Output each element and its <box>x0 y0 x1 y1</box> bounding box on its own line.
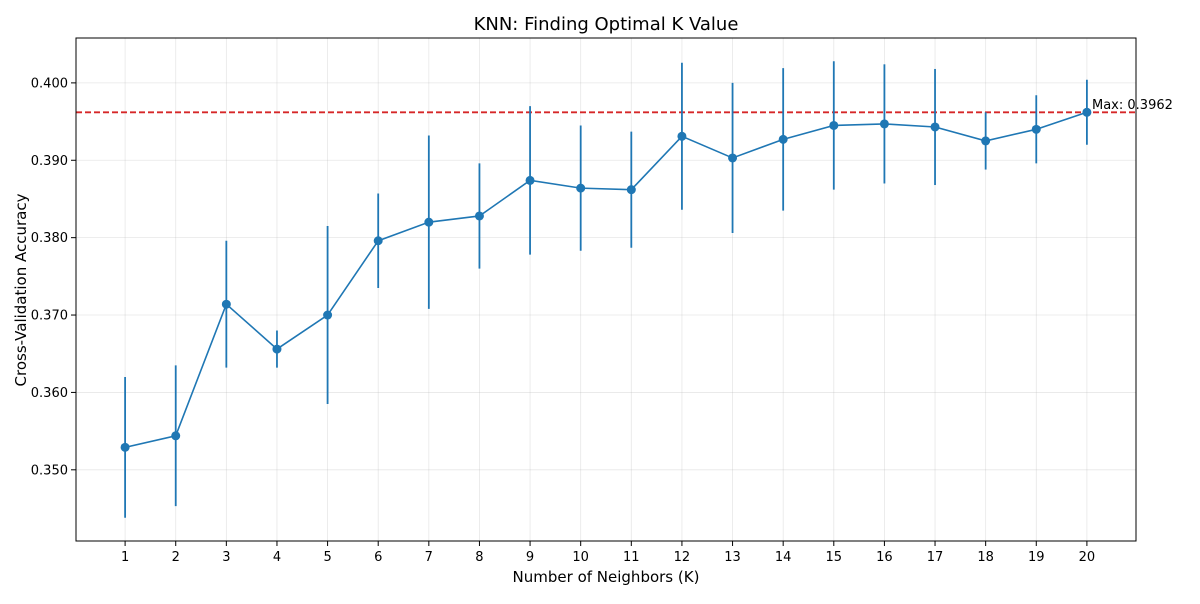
y-tick-label: 0.370 <box>31 309 68 324</box>
x-tick-label: 16 <box>876 550 893 565</box>
grid-layer <box>76 38 1136 541</box>
data-point <box>930 122 940 132</box>
x-tick-label: 15 <box>826 550 843 565</box>
data-point <box>1031 124 1041 134</box>
series-line-layer <box>124 111 1088 449</box>
x-tick-label: 2 <box>172 550 180 565</box>
x-tick-label: 8 <box>475 550 483 565</box>
x-tick-label: 20 <box>1079 550 1096 565</box>
data-point <box>829 120 839 130</box>
accuracy-line <box>124 111 1088 449</box>
data-point <box>1082 107 1092 117</box>
data-point <box>576 183 586 193</box>
x-tick-label: 3 <box>222 550 230 565</box>
data-point <box>120 442 130 452</box>
data-point <box>221 299 231 309</box>
x-tick-label: 4 <box>273 550 281 565</box>
data-point <box>626 185 636 195</box>
x-tick-label: 17 <box>927 550 944 565</box>
data-point <box>373 236 383 246</box>
data-point <box>525 175 535 185</box>
data-point <box>474 211 484 221</box>
x-tick-label: 1 <box>121 550 129 565</box>
data-point-layer <box>120 107 1092 452</box>
x-tick-label: 19 <box>1028 550 1045 565</box>
y-tick-label: 0.350 <box>31 463 68 478</box>
x-tick-label: 18 <box>977 550 994 565</box>
y-axis-label: Cross-Validation Accuracy <box>12 193 30 386</box>
data-point <box>677 131 687 141</box>
data-point <box>879 119 889 129</box>
x-tick-label: 14 <box>775 550 792 565</box>
x-tick-label: 13 <box>724 550 741 565</box>
y-tick-label: 0.390 <box>31 154 68 169</box>
data-point <box>981 136 991 146</box>
data-point <box>424 217 434 227</box>
x-tick-layer: 1 2 3 4 5 6 7 8 9 10 11 12 13 14 15 16 17 18 19 20 <box>121 541 1095 565</box>
data-point <box>272 344 282 354</box>
x-tick-label: 6 <box>374 550 382 565</box>
y-tick-layer: 0.350 0.360 0.370 0.380 0.390 0.400 <box>31 76 76 478</box>
x-tick-label: 7 <box>425 550 433 565</box>
x-tick-label: 11 <box>623 550 640 565</box>
data-point <box>728 153 738 163</box>
data-point <box>323 310 333 320</box>
y-tick-label: 0.360 <box>31 386 68 401</box>
y-tick-label: 0.400 <box>31 76 68 91</box>
x-axis-label: Number of Neighbors (K) <box>513 568 700 586</box>
x-tick-label: 5 <box>323 550 331 565</box>
y-tick-label: 0.380 <box>31 231 68 246</box>
data-point <box>171 431 181 441</box>
max-annotation: Max: 0.3962 <box>1092 98 1173 113</box>
data-point <box>778 134 788 144</box>
x-tick-label: 10 <box>572 550 589 565</box>
x-tick-label: 9 <box>526 550 534 565</box>
plot-frame <box>75 37 1137 542</box>
chart-title: KNN: Finding Optimal K Value <box>474 14 739 35</box>
x-tick-label: 12 <box>674 550 691 565</box>
